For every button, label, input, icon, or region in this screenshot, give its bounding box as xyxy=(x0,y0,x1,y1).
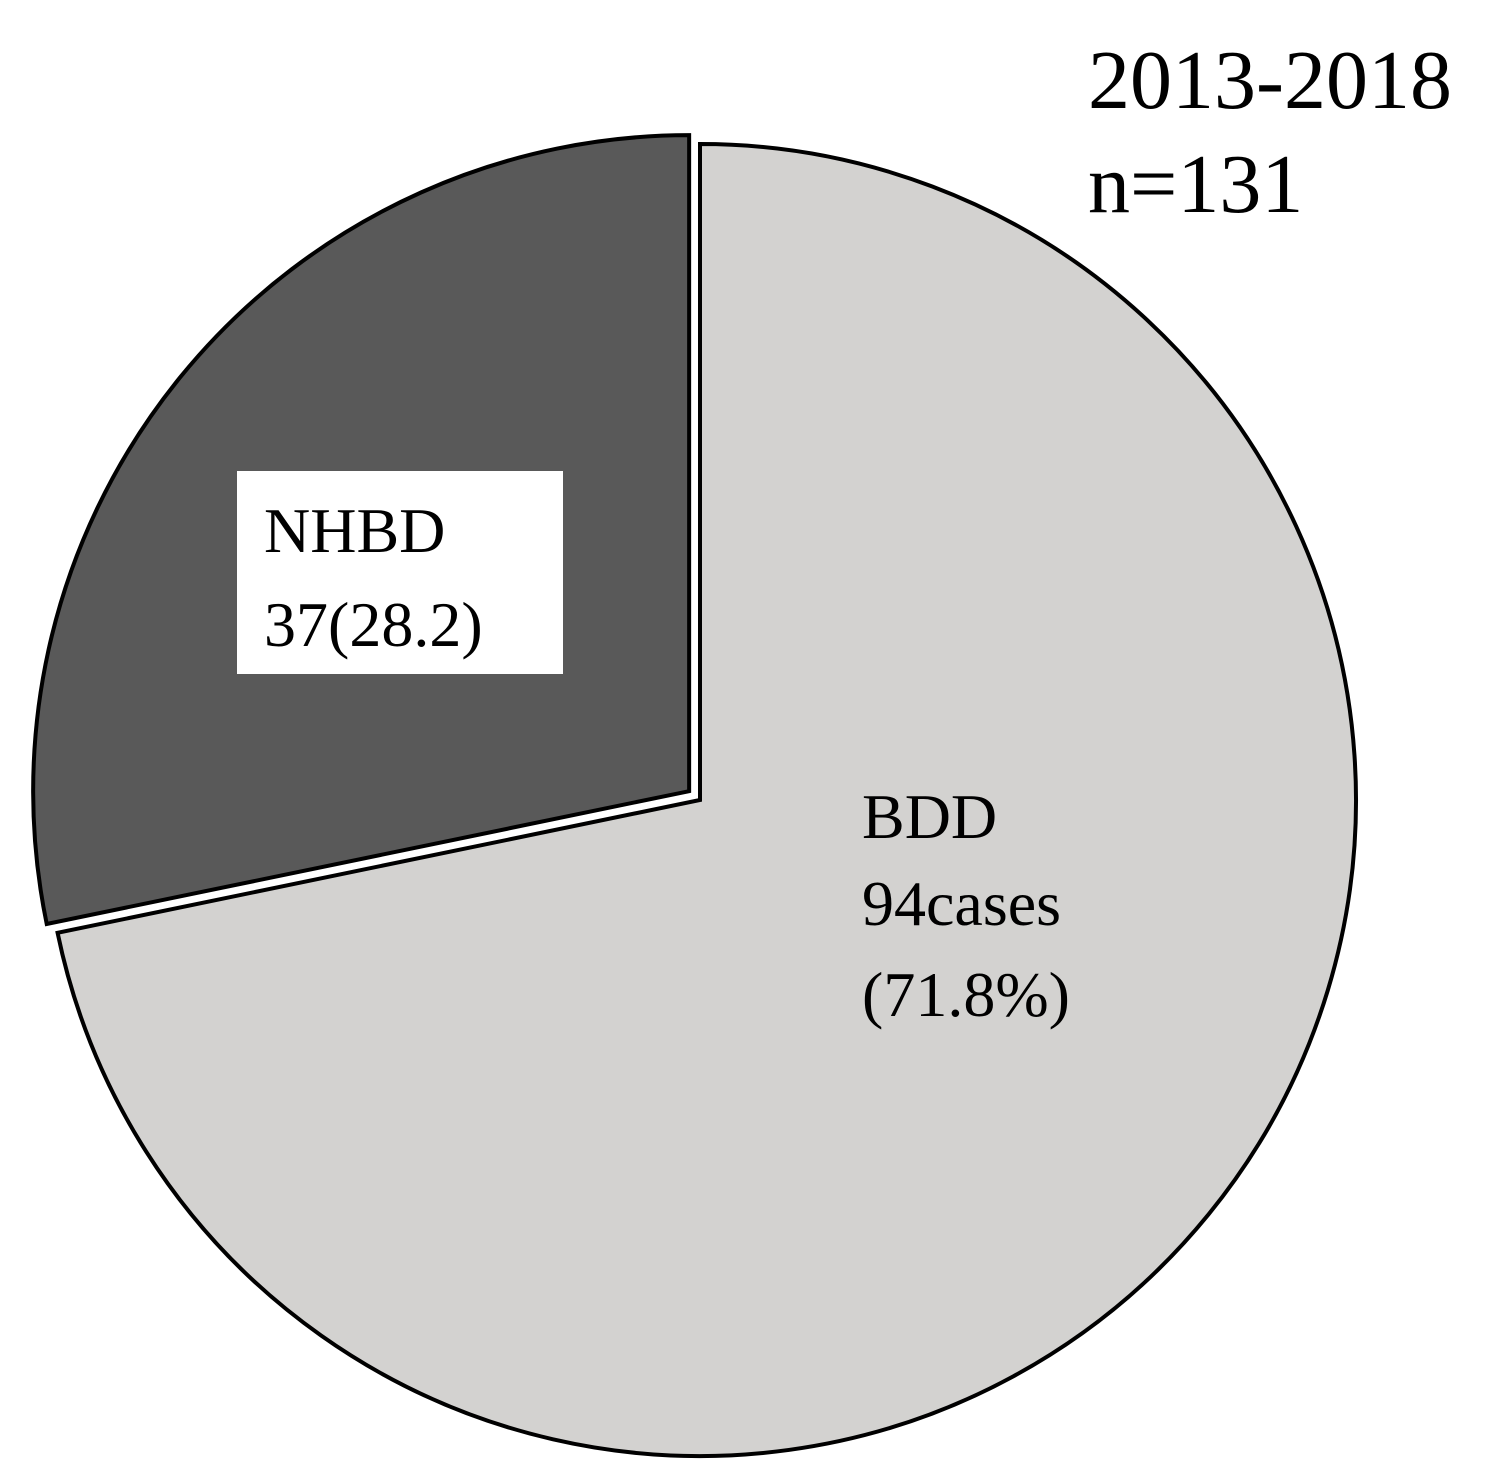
nhbd-label: NHBD 37(28.2) xyxy=(264,495,483,660)
period-annotation: 2013-2018 n=131 xyxy=(1088,34,1452,231)
period-range: 2013-2018 xyxy=(1088,34,1452,127)
bdd-label-line-1: BDD xyxy=(862,781,997,852)
sample-size: n=131 xyxy=(1088,138,1303,231)
nhbd-label-line-2: 37(28.2) xyxy=(264,589,483,660)
nhbd-label-box xyxy=(237,471,563,674)
bdd-label-line-3: (71.8%) xyxy=(862,959,1070,1030)
nhbd-label-line-1: NHBD xyxy=(264,495,445,566)
pie-slice-bdd xyxy=(55,141,1358,1458)
bdd-label-line-2: 94cases xyxy=(862,868,1061,939)
bdd-label: BDD 94cases (71.8%) xyxy=(862,781,1070,1030)
pie-slices xyxy=(31,133,1358,1458)
